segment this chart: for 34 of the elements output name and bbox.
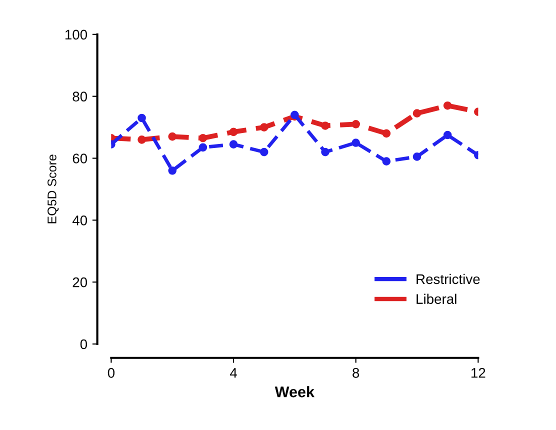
y-tick-label: 100: [65, 30, 88, 40]
y-tick-label: 40: [72, 215, 88, 226]
point: [198, 134, 208, 142]
point: [168, 166, 177, 175]
point: [382, 157, 391, 166]
point: [138, 114, 146, 122]
point: [260, 148, 268, 156]
y-axis-title: EQ5D Score: [48, 154, 59, 224]
y-tick-label: 60: [72, 154, 88, 164]
x-tick-label: 12: [471, 368, 486, 378]
legend-label: Restrictive: [416, 274, 480, 284]
point: [321, 122, 330, 130]
point: [352, 138, 360, 147]
point: [229, 128, 238, 136]
point: [443, 130, 452, 140]
point: [260, 123, 268, 132]
point: [168, 132, 177, 141]
point: [382, 129, 391, 138]
x-axis-title: Week: [274, 386, 315, 398]
point: [412, 109, 422, 118]
x-tick-label: 8: [352, 368, 360, 378]
point: [443, 101, 452, 110]
point: [198, 143, 208, 152]
point: [352, 120, 360, 128]
point: [229, 140, 238, 148]
point: [412, 152, 422, 161]
y-tick-label: 0: [80, 339, 88, 350]
x-tick-label: 4: [230, 368, 237, 378]
y-tick-label: 80: [72, 92, 88, 102]
point: [321, 148, 330, 156]
point: [138, 135, 146, 144]
legend-label: Liberal: [416, 294, 456, 304]
y-tick-label: 20: [72, 277, 88, 288]
x-tick-label: 0: [108, 368, 115, 378]
